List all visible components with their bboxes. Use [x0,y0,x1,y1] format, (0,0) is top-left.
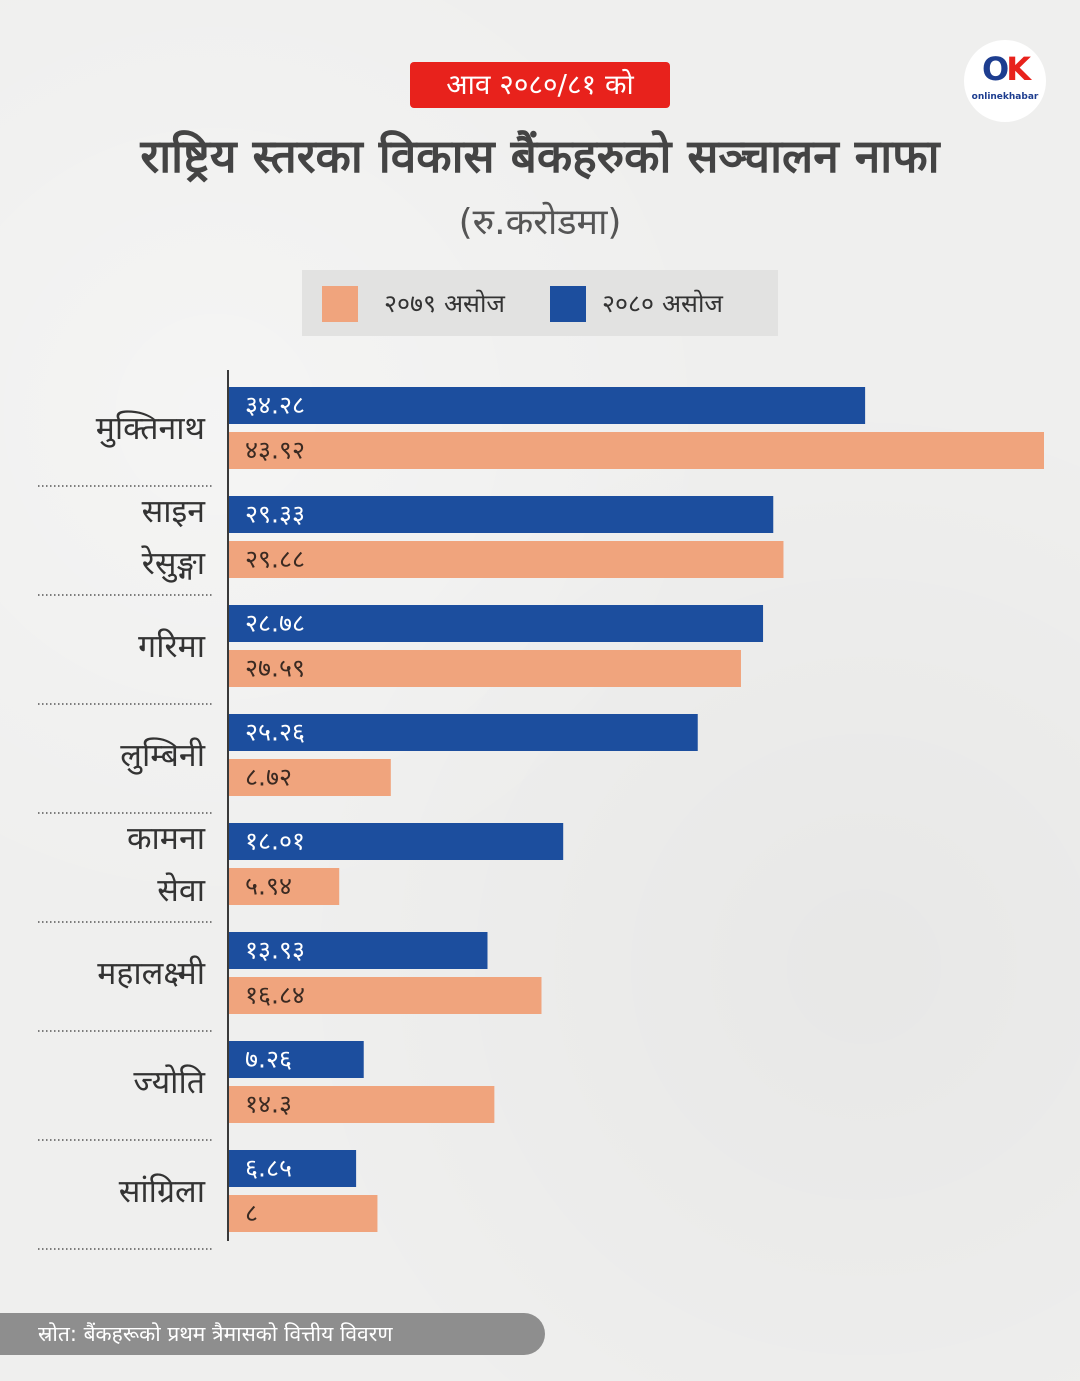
bar-2079 [229,1195,378,1232]
bar-value-label: २७.५९ [245,654,305,683]
bar-value-label: २५.२६ [245,718,305,747]
category-label: साइन [142,492,207,530]
bar-value-label: ४३.९२ [245,436,305,465]
category-label: मुक्तिनाथ [96,409,206,448]
bar-2080 [229,605,764,642]
bar-2079 [229,868,340,905]
bar-value-label: १८.०१ [245,827,305,856]
y-axis-line [227,370,229,1241]
bar-2079 [229,432,1044,469]
bar-value-label: ८ [245,1199,258,1228]
category-label: महालक्ष्मी [97,954,205,992]
bar-2080 [229,932,488,969]
legend-label-2080: २०८० असोज [602,289,723,318]
source-text: स्रोत: बैंकहरूको प्रथम त्रैमासको वित्तीय… [38,1322,393,1346]
bar-2080 [229,823,564,860]
bar-2080 [229,496,774,533]
legend: २०७९ असोज २०८० असोज [302,270,778,336]
category-label: सेवा [157,871,205,909]
bar-2079 [229,541,784,578]
legend-swatch-2079 [322,286,358,322]
bar-value-label: २९.८८ [245,545,305,574]
category-label: गरिमा [138,627,206,665]
bar-value-label: ३४.२८ [245,391,305,420]
chart-subtitle: (रु.करोडमा) [458,202,622,243]
bar-2079 [229,650,741,687]
bar-2079 [229,977,542,1014]
bar-2079 [229,759,391,796]
bar-value-label: ६.८५ [245,1154,292,1183]
bar-2080 [229,1150,357,1187]
bar-value-label: ७.२६ [245,1045,292,1074]
bar-value-label: २९.३३ [245,500,305,529]
category-label: लुम्बिनी [120,736,205,775]
bar-2080 [229,387,866,424]
bar-value-label: १६.८४ [245,981,305,1010]
onlinekhabar-logo: OK onlinekhabar [964,40,1046,122]
logo-text: onlinekhabar [971,92,1039,102]
category-label: रेसुङ्गा [141,544,206,583]
bar-value-label: १४.३ [245,1090,292,1119]
bar-2080 [229,1041,364,1078]
legend-swatch-2080 [550,286,586,322]
legend-label-2079: २०७९ असोज [384,289,505,318]
bar-value-label: ८.७२ [245,763,292,792]
category-label: सांग्रिला [119,1172,206,1210]
bar-value-label: १३.९३ [245,936,305,965]
bar-2080 [229,714,698,751]
category-label: कामना [127,819,206,857]
chart-title: राष्ट्रिय स्तरका विकास बैंकहरुको सञ्चालन… [140,129,940,183]
bar-value-label: ५.९४ [245,872,292,901]
header-tag: आव २०८०/८१ को [410,62,670,108]
category-label: ज्योति [133,1063,205,1101]
source-footer: स्रोत: बैंकहरूको प्रथम त्रैमासको वित्तीय… [0,1313,545,1355]
bar-2079 [229,1086,495,1123]
bar-value-label: २८.७८ [245,609,305,638]
logo-mark: OK [982,50,1031,88]
